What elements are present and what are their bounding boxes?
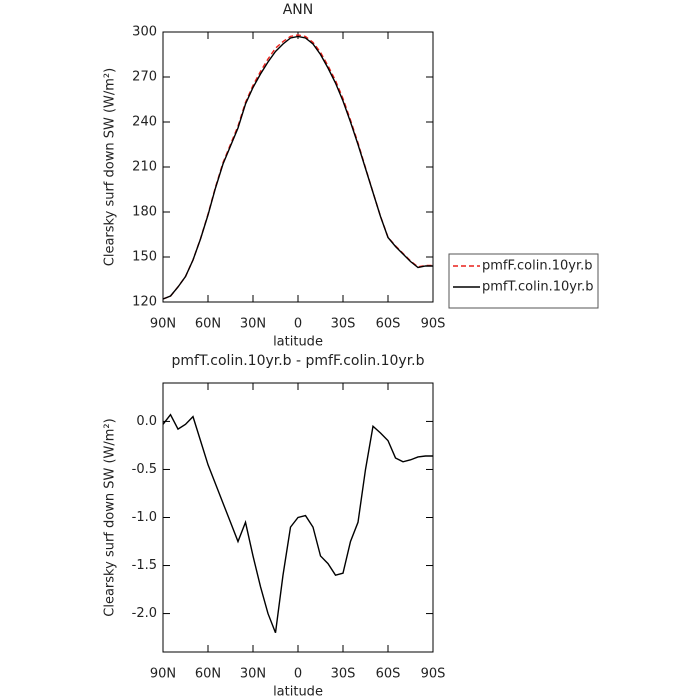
x-tick-label: 60S [376,317,401,332]
y-tick-label: 120 [132,295,157,310]
x-tick-label: 30S [331,317,356,332]
x-tick-label: 60N [195,317,221,332]
data-line [162,35,433,300]
x-axis-label: latitude [273,685,323,700]
y-tick-label: 150 [132,250,157,265]
x-tick-label: 90N [150,667,176,682]
y-tick-label: 270 [132,70,157,85]
x-tick-label: 60N [195,667,221,682]
y-axis-label: Clearsky surf down SW (W/m²) [103,68,118,266]
plot-frame [162,382,434,653]
x-tick-label: 30N [240,317,266,332]
x-tick-label: 60S [376,667,401,682]
y-tick-label: -1.0 [132,510,157,525]
legend-box [448,253,599,309]
x-tick-label: 30N [240,667,266,682]
y-tick-label: 210 [132,160,157,175]
chart-title: pmfT.colin.10yr.b - pmfF.colin.10yr.b [172,353,425,369]
x-tick-label: 0 [294,667,302,682]
x-tick-label: 90S [421,317,446,332]
data-line [162,34,433,300]
y-axis-label: Clearsky surf down SW (W/m²) [103,418,118,616]
legend-label: pmfT.colin.10yr.b [482,280,594,295]
y-tick-label: 180 [132,205,157,220]
y-tick-label: 240 [132,115,157,130]
x-axis-label: latitude [273,335,323,350]
y-tick-label: 300 [132,25,157,40]
y-tick-label: -0.5 [132,462,157,477]
y-tick-label: 0.0 [136,414,157,429]
y-tick-label: -1.5 [132,558,157,573]
chart-title: ANN [283,2,314,18]
x-tick-label: 90N [150,317,176,332]
x-tick-label: 30S [331,667,356,682]
y-tick-label: -2.0 [132,606,157,621]
legend-label: pmfF.colin.10yr.b [482,259,592,274]
x-tick-label: 90S [421,667,446,682]
plot-frame [162,31,434,303]
x-tick-label: 0 [294,317,302,332]
data-line [162,413,433,634]
